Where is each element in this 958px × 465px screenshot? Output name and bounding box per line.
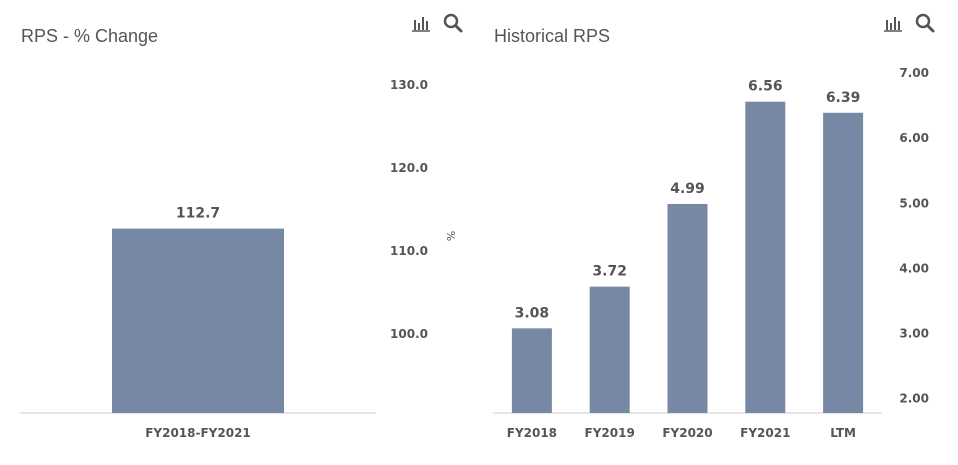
search-icon[interactable] bbox=[442, 12, 464, 34]
x-tick-label: FY2018 bbox=[507, 426, 557, 440]
bar-chart-icon[interactable] bbox=[410, 12, 432, 34]
bar bbox=[112, 228, 284, 413]
x-tick-label: FY2021 bbox=[740, 426, 790, 440]
chart-title: RPS - % Change bbox=[21, 26, 159, 46]
search-icon[interactable] bbox=[914, 12, 936, 34]
x-tick-label: FY2019 bbox=[585, 426, 635, 440]
y-tick-label: 130.0 bbox=[390, 78, 428, 92]
rps-change-chart: 100.0 110.0 120.0 130.0% 112.7 FY2018-FY2021 bbox=[20, 78, 457, 440]
chart-title: Historical RPS bbox=[494, 26, 611, 46]
x-tick-label: FY2018-FY2021 bbox=[145, 426, 251, 440]
historical-rps-panel: Historical RPS 2.00 3.00 4.00 5.00 6.00 7.00 3… bbox=[475, 0, 958, 465]
x-tick-label: LTM bbox=[830, 426, 856, 440]
y-tick-label: 4.00 bbox=[899, 261, 929, 275]
bar bbox=[511, 328, 552, 413]
bar bbox=[589, 286, 630, 413]
y-tick-label: 7.00 bbox=[899, 66, 929, 80]
chart-toolbar bbox=[882, 12, 936, 34]
rps-change-panel: RPS - % Change 100.0 110.0 120.0 130.0% 112.… bbox=[0, 0, 475, 465]
data-label: 6.39 bbox=[826, 90, 861, 106]
y-axis-unit: % bbox=[444, 231, 457, 241]
x-tick-label: FY2020 bbox=[662, 426, 712, 440]
data-label: 112.7 bbox=[176, 206, 220, 222]
y-tick-label: 6.00 bbox=[899, 131, 929, 145]
chart-toolbar bbox=[410, 12, 464, 34]
historical-rps-chart: 2.00 3.00 4.00 5.00 6.00 7.00 3.08 FY2018 3.72 FY… bbox=[493, 66, 929, 440]
data-label: 6.56 bbox=[748, 79, 783, 95]
y-tick-label: 3.00 bbox=[899, 327, 929, 341]
data-label: 3.08 bbox=[515, 305, 550, 321]
data-label: 4.99 bbox=[670, 181, 705, 197]
y-tick-label: 2.00 bbox=[899, 392, 929, 406]
y-tick-label: 5.00 bbox=[899, 196, 929, 210]
y-tick-label: 100.0 bbox=[390, 327, 428, 341]
bar-chart-icon[interactable] bbox=[882, 12, 904, 34]
y-tick-label: 120.0 bbox=[390, 161, 428, 175]
bar bbox=[745, 101, 786, 414]
bar bbox=[823, 112, 864, 414]
data-label: 3.72 bbox=[592, 264, 627, 280]
y-tick-label: 110.0 bbox=[390, 244, 428, 258]
bar bbox=[667, 203, 708, 413]
